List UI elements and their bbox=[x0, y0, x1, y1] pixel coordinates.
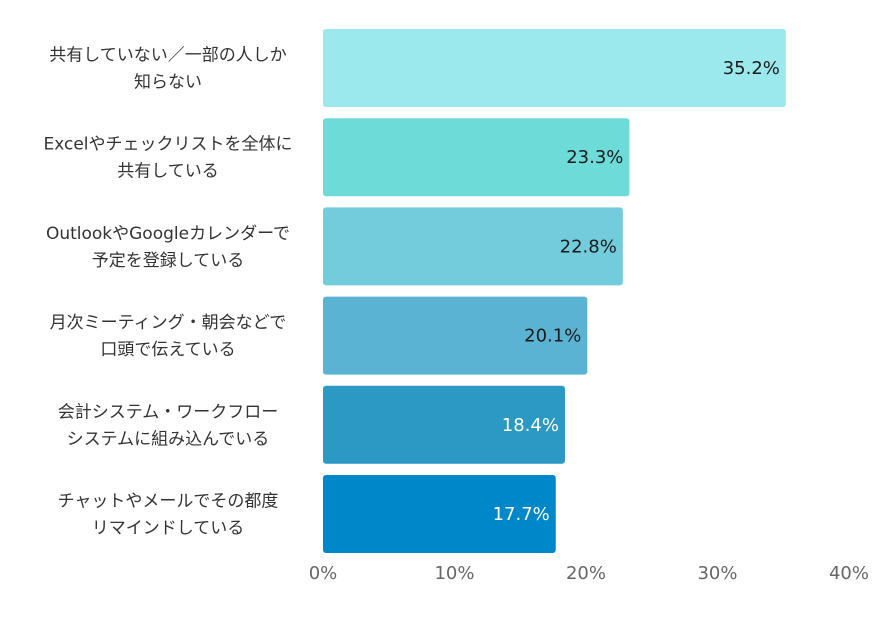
value-label-6: 17.7% bbox=[493, 504, 550, 525]
x-tick-40pct: 40% bbox=[829, 563, 869, 584]
category-label-2: Excelやチェックリストを全体に共有している bbox=[43, 135, 292, 182]
category-label-5: 会計システム・ワークフローシステムに組み込んでいる bbox=[58, 402, 279, 449]
x-tick-10pct: 10% bbox=[434, 563, 474, 584]
bar-3 bbox=[323, 207, 623, 286]
bar-6 bbox=[323, 475, 556, 553]
value-label-2: 23.3% bbox=[566, 147, 623, 168]
value-label-1: 35.2% bbox=[723, 58, 780, 79]
value-label-5: 18.4% bbox=[502, 415, 559, 436]
bar-4 bbox=[323, 296, 588, 375]
bar-1 bbox=[323, 29, 786, 107]
category-label-1: 共有していない／一部の人しか知らない bbox=[49, 46, 287, 93]
x-tick-30pct: 30% bbox=[697, 563, 737, 584]
x-tick-20pct: 20% bbox=[566, 563, 606, 584]
category-label-4: 月次ミーティング・朝会などで口頭で伝えている bbox=[50, 313, 287, 360]
x-tick-0pct: 0% bbox=[309, 563, 338, 584]
value-label-4: 20.1% bbox=[524, 326, 581, 347]
category-label-6: チャットやメールでその都度リマインドしている bbox=[58, 492, 279, 539]
bar-2 bbox=[323, 118, 630, 197]
category-label-3: OutlookやGoogleカレンダーで予定を登録している bbox=[46, 224, 290, 271]
value-label-3: 22.8% bbox=[560, 236, 617, 257]
bar-5 bbox=[323, 385, 565, 464]
